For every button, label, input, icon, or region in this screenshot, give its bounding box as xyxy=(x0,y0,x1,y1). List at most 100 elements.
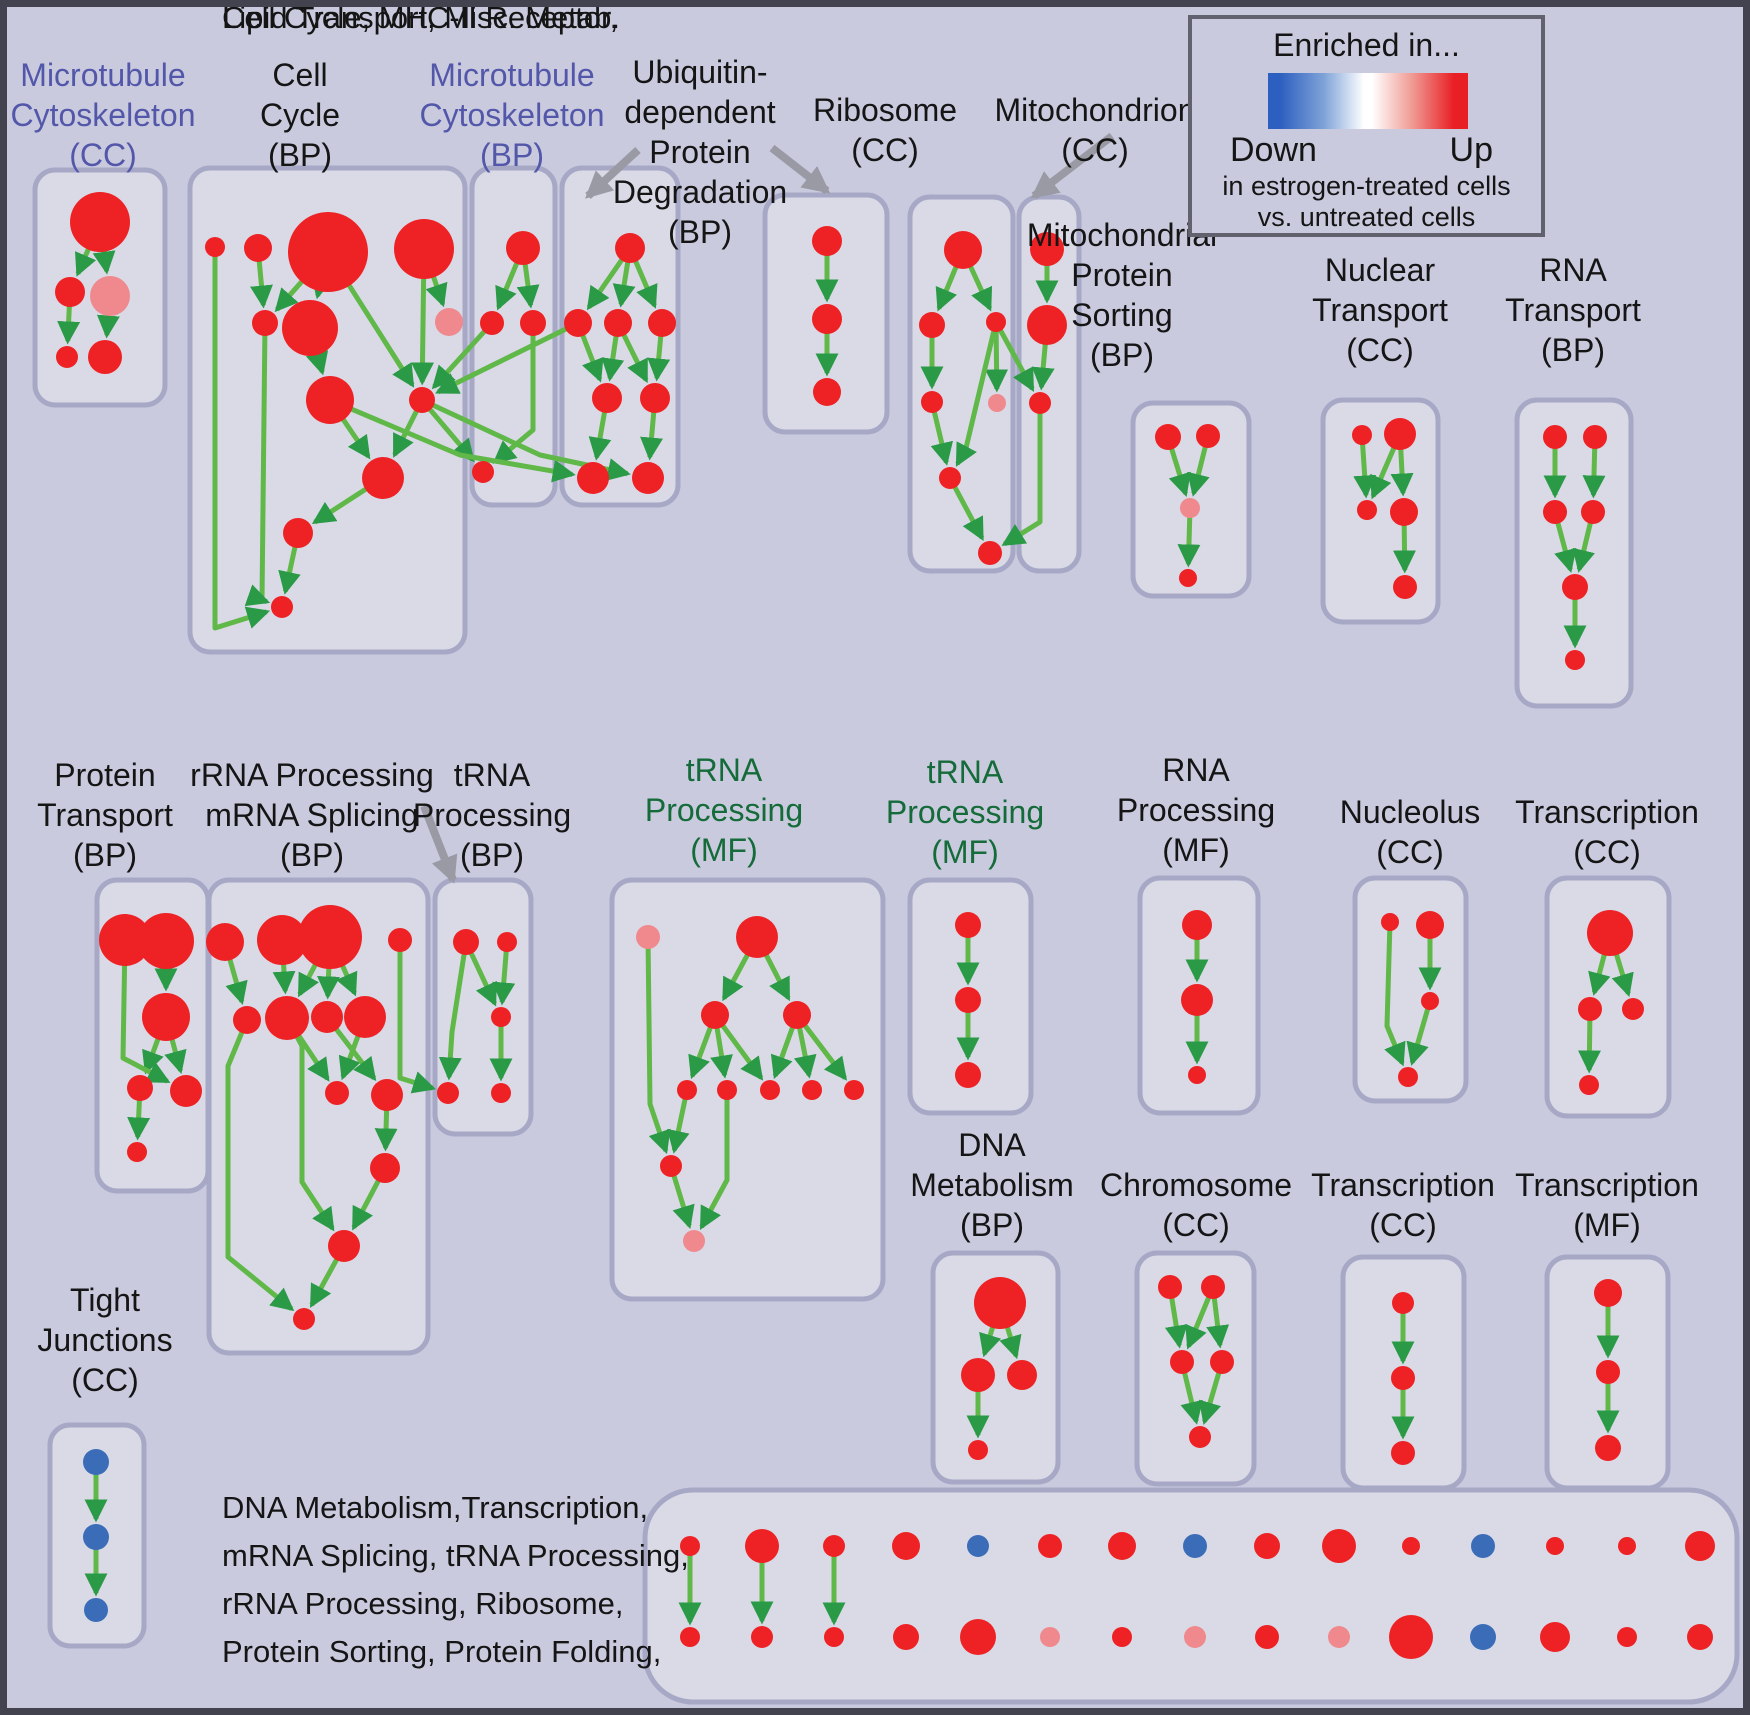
edge-t2-t3 xyxy=(492,941,516,1006)
edge-b5-b12 xyxy=(244,322,271,607)
gene-node-D1 xyxy=(615,233,645,263)
gene-node-D2 xyxy=(564,309,592,337)
gene-node-R2 xyxy=(919,312,945,338)
gene-node-N2 xyxy=(1384,418,1416,450)
gene-node-u9 xyxy=(1254,1533,1280,1559)
gene-node-y1 xyxy=(1392,1292,1414,1314)
gene-node-b12 xyxy=(271,596,293,618)
legend-title: Enriched in... xyxy=(1273,27,1460,63)
gene-node-E3 xyxy=(813,378,841,406)
gene-node-y2 xyxy=(1391,1366,1415,1390)
gene-node-u6 xyxy=(1038,1534,1062,1558)
gene-node-b11 xyxy=(283,518,313,548)
misc-category-list-line: mRNA Splicing, tRNA Processing, xyxy=(222,1538,689,1573)
gene-node-z3 xyxy=(1595,1435,1621,1461)
gene-node-g6 xyxy=(717,1080,737,1100)
legend-down-label: Down xyxy=(1230,131,1317,169)
gene-node-T6 xyxy=(1565,650,1585,670)
gene-node-v6 xyxy=(1040,1627,1060,1647)
gene-node-g1 xyxy=(636,925,660,949)
gene-node-r3 xyxy=(1188,1066,1206,1084)
gene-node-y3 xyxy=(1391,1441,1415,1465)
gene-node-j1 xyxy=(83,1449,109,1475)
gene-node-Q2 xyxy=(257,915,307,965)
label-pointer-arrow-mitochondrion-to-box xyxy=(1030,132,1115,200)
gene-node-Q10 xyxy=(371,1079,403,1111)
edge-R3-R6 xyxy=(955,321,999,467)
gene-node-Q13 xyxy=(293,1308,315,1330)
gene-node-Q5 xyxy=(233,1006,261,1034)
gene-node-c5 xyxy=(1189,1426,1211,1448)
gene-node-g4 xyxy=(783,1001,811,1029)
gene-node-j3 xyxy=(84,1598,108,1622)
gene-node-u11 xyxy=(1402,1537,1420,1555)
gene-node-Q1 xyxy=(206,923,244,961)
gene-node-R3 xyxy=(986,312,1006,332)
gene-node-g8 xyxy=(802,1080,822,1100)
gene-node-g11 xyxy=(683,1230,705,1252)
gene-node-P2 xyxy=(138,913,194,969)
misc-category-list-line: DNA Metabolism,Transcription, xyxy=(222,1490,649,1525)
label-pointer-arrow-trna-bp-to-box xyxy=(420,804,458,884)
edge-D2-b9 xyxy=(435,320,580,395)
gene-node-S3 xyxy=(1180,498,1200,518)
gene-node-r2 xyxy=(1181,984,1213,1016)
gene-node-h3 xyxy=(955,1062,981,1088)
gene-node-x1 xyxy=(1587,910,1633,956)
edge-g5-g10 xyxy=(667,1089,690,1154)
edge-n1-n4 xyxy=(1384,921,1406,1067)
gene-node-v11 xyxy=(1389,1615,1433,1659)
gene-node-R6 xyxy=(939,467,961,489)
gene-node-M2 xyxy=(1027,305,1067,345)
gene-node-b9 xyxy=(409,387,435,413)
gene-node-N5 xyxy=(1393,575,1417,599)
gene-node-P1 xyxy=(99,914,151,966)
gene-node-D5 xyxy=(592,383,622,413)
gene-node-D7 xyxy=(577,462,609,494)
gene-node-u8 xyxy=(1183,1534,1207,1558)
edge-R3-R5 xyxy=(985,321,1009,393)
gene-node-T4 xyxy=(1581,500,1605,524)
gene-node-a1 xyxy=(70,192,130,252)
gene-node-n1 xyxy=(1381,913,1399,931)
gene-node-Q7 xyxy=(311,1001,343,1033)
gene-node-N1 xyxy=(1352,425,1372,445)
gene-node-N3 xyxy=(1357,500,1377,520)
gene-node-T3 xyxy=(1543,500,1567,524)
gene-node-D6 xyxy=(640,383,670,413)
gene-node-Q6 xyxy=(265,996,309,1040)
gene-node-a5 xyxy=(88,340,122,374)
gene-node-u4 xyxy=(892,1532,920,1560)
gene-node-r1 xyxy=(1182,910,1212,940)
gene-node-u15 xyxy=(1685,1531,1715,1561)
edge-g1-g10 xyxy=(645,936,671,1155)
label-pointer-arrow-ubiquitin-to-box-right xyxy=(769,144,831,195)
cluster-box-dna-metabolism xyxy=(930,1250,1061,1485)
cluster-box-chromosome xyxy=(1134,1250,1257,1487)
gene-node-h1 xyxy=(955,912,981,938)
gene-node-Q4 xyxy=(388,928,412,952)
gene-node-R1 xyxy=(944,231,982,269)
gene-node-v14 xyxy=(1617,1627,1637,1647)
gene-node-P4 xyxy=(127,1075,153,1101)
gene-node-d3 xyxy=(1007,1360,1037,1390)
gene-node-c2 xyxy=(1201,1275,1225,1299)
cluster-box-nuclear-transport xyxy=(1320,397,1441,625)
gene-node-a4 xyxy=(56,346,78,368)
gene-node-P6 xyxy=(127,1142,147,1162)
gene-node-g10 xyxy=(660,1155,682,1177)
edge-b9-C4 xyxy=(420,398,475,463)
gene-node-C4 xyxy=(472,461,494,483)
gene-node-z1 xyxy=(1594,1279,1622,1307)
gene-node-a3 xyxy=(90,276,130,316)
gene-node-u2 xyxy=(745,1529,779,1563)
edge-n3-n4 xyxy=(1406,1000,1433,1066)
gene-node-b8 xyxy=(306,376,354,424)
gene-node-d1 xyxy=(974,1277,1026,1329)
gene-node-c4 xyxy=(1210,1350,1234,1374)
gene-node-T2 xyxy=(1583,425,1607,449)
gene-node-a2 xyxy=(55,277,85,307)
legend-up-label: Up xyxy=(1449,131,1493,169)
gene-node-j2 xyxy=(83,1524,109,1550)
